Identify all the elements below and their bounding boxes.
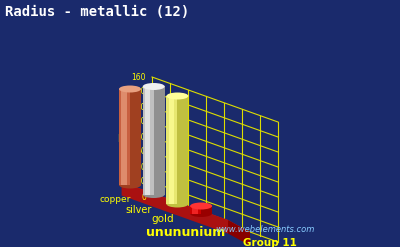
Polygon shape (121, 89, 127, 185)
Text: copper: copper (99, 195, 131, 204)
Text: 160: 160 (132, 73, 146, 82)
Polygon shape (192, 206, 198, 213)
Text: silver: silver (126, 205, 152, 214)
Polygon shape (228, 220, 250, 246)
Polygon shape (166, 96, 178, 204)
Text: Group 11: Group 11 (243, 238, 297, 247)
Text: www.webelements.com: www.webelements.com (215, 225, 315, 233)
Polygon shape (178, 96, 188, 204)
Polygon shape (169, 96, 174, 204)
Ellipse shape (166, 92, 188, 100)
Polygon shape (201, 206, 212, 213)
Text: 80: 80 (136, 132, 146, 142)
Polygon shape (143, 86, 154, 194)
Polygon shape (119, 89, 130, 185)
Ellipse shape (119, 85, 141, 92)
Polygon shape (122, 182, 228, 233)
Polygon shape (122, 182, 250, 232)
Text: 100: 100 (132, 118, 146, 126)
Ellipse shape (190, 203, 212, 209)
Polygon shape (154, 86, 165, 194)
Ellipse shape (119, 182, 141, 188)
Text: pm: pm (117, 132, 134, 142)
Ellipse shape (166, 201, 188, 207)
Ellipse shape (190, 210, 212, 217)
Ellipse shape (143, 83, 165, 90)
Text: 120: 120 (132, 103, 146, 111)
Text: 20: 20 (136, 178, 146, 186)
Ellipse shape (143, 191, 165, 198)
Text: 140: 140 (132, 87, 146, 97)
Polygon shape (190, 206, 201, 213)
Text: 60: 60 (136, 147, 146, 157)
Text: gold: gold (151, 214, 174, 224)
Text: unununium: unununium (146, 226, 226, 239)
Polygon shape (130, 89, 141, 185)
Text: 40: 40 (136, 163, 146, 171)
Text: Radius - metallic (12): Radius - metallic (12) (5, 5, 189, 19)
Text: 0: 0 (141, 192, 146, 202)
Polygon shape (145, 86, 150, 194)
